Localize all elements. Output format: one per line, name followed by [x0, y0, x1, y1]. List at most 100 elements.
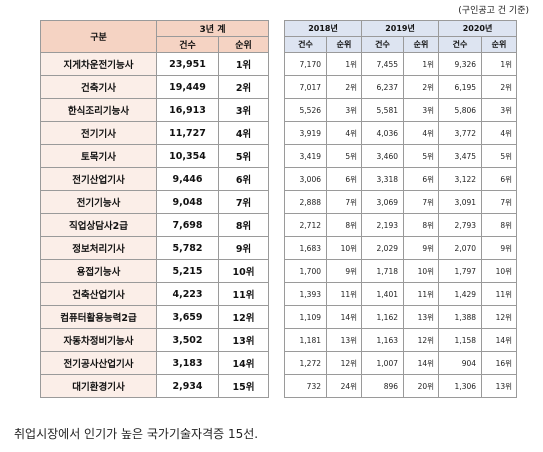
count-2018: 1,683 [284, 236, 327, 260]
table-row: 732 24위 896 20위 1,306 13위 [284, 374, 518, 398]
table-row: 용접기능사 5,215 10위 [40, 259, 269, 283]
count-2018: 1,700 [284, 259, 327, 283]
table-row: 5,526 3위 5,581 3위 5,806 3위 [284, 98, 518, 122]
rank-2019: 10위 [403, 259, 440, 283]
rank-2019: 8위 [403, 213, 440, 237]
count-2020: 3,122 [438, 167, 483, 191]
count-2019: 3,318 [361, 167, 405, 191]
total-rank: 7위 [218, 190, 269, 214]
count-2018: 2,712 [284, 213, 327, 237]
rank-header: 순위 [325, 36, 363, 53]
table-row: 한식조리기능사 16,913 3위 [40, 98, 269, 122]
rank-2019: 9위 [403, 236, 440, 260]
table-row: 2,712 8위 2,193 8위 2,793 8위 [284, 213, 518, 237]
total-count: 16,913 [156, 98, 219, 122]
count-2020: 3,475 [438, 144, 483, 168]
count-2020: 9,326 [438, 52, 483, 76]
certificate-name: 대기환경기사 [40, 374, 157, 398]
count-header: 건수 [284, 36, 327, 53]
three-year-total-header: 3년 계 [156, 20, 269, 37]
certificate-name: 전기기능사 [40, 190, 157, 214]
table-row: 7,170 1위 7,455 1위 9,326 1위 [284, 52, 518, 76]
table-row: 7,017 2위 6,237 2위 6,195 2위 [284, 75, 518, 99]
count-header: 건수 [438, 36, 483, 53]
count-2020: 1,306 [438, 374, 483, 398]
count-2020: 3,091 [438, 190, 483, 214]
total-rank: 4위 [218, 121, 269, 145]
certificate-name: 전기공사산업기사 [40, 351, 157, 375]
certificate-name: 전기기사 [40, 121, 157, 145]
total-rank: 14위 [218, 351, 269, 375]
rank-2020: 6위 [481, 167, 518, 191]
certificate-name: 자동차정비기능사 [40, 328, 157, 352]
total-count: 10,354 [156, 144, 219, 168]
count-2019: 5,581 [361, 98, 405, 122]
count-2019: 2,029 [361, 236, 405, 260]
total-count: 19,449 [156, 75, 219, 99]
rank-2020: 1위 [481, 52, 518, 76]
count-2018: 3,919 [284, 121, 327, 145]
caption: 취업시장에서 인기가 높은 국가기술자격증 15선. [14, 427, 259, 441]
table-row: 대기환경기사 2,934 15위 [40, 374, 269, 398]
table-row: 전기공사산업기사 3,183 14위 [40, 351, 269, 375]
total-rank: 8위 [218, 213, 269, 237]
table-row: 3,919 4위 4,036 4위 3,772 4위 [284, 121, 518, 145]
table-row: 건축기사 19,449 2위 [40, 75, 269, 99]
rank-2020: 2위 [481, 75, 518, 99]
rank-2018: 4위 [325, 121, 363, 145]
total-rank: 5위 [218, 144, 269, 168]
rank-2018: 24위 [325, 374, 363, 398]
rank-2018: 5위 [325, 144, 363, 168]
three-year-summary-table: 구분 3년 계 건수 순위 지게차운전기능사 23,951 1위 건축기사 19,449… [40, 20, 269, 398]
rank-2019: 12위 [403, 328, 440, 352]
yearly-breakdown-table: 2018년 2019년 2020년 건수 순위 건수 순위 건수 순위 7,17… [283, 20, 518, 398]
table-row: 1,700 9위 1,718 10위 1,797 10위 [284, 259, 518, 283]
certificate-name: 지게차운전기능사 [40, 52, 157, 76]
rank-2020: 14위 [481, 328, 518, 352]
certificate-name: 직업상담사2급 [40, 213, 157, 237]
table-row: 자동차정비기능사 3,502 13위 [40, 328, 269, 352]
rank-2019: 7위 [403, 190, 440, 214]
count-2019: 2,193 [361, 213, 405, 237]
count-2018: 1,109 [284, 305, 327, 329]
count-2020: 1,158 [438, 328, 483, 352]
count-2018: 7,170 [284, 52, 327, 76]
certificate-name: 컴퓨터활용능력2급 [40, 305, 157, 329]
count-2019: 1,007 [361, 351, 405, 375]
count-2019: 7,455 [361, 52, 405, 76]
total-count: 11,727 [156, 121, 219, 145]
rank-2020: 13위 [481, 374, 518, 398]
certificate-name: 한식조리기능사 [40, 98, 157, 122]
rank-2020: 5위 [481, 144, 518, 168]
rank-2019: 6위 [403, 167, 440, 191]
count-2018: 5,526 [284, 98, 327, 122]
rank-2020: 3위 [481, 98, 518, 122]
rank-2018: 1위 [325, 52, 363, 76]
year-2019-header: 2019년 [361, 20, 440, 37]
rank-2018: 13위 [325, 328, 363, 352]
total-count: 2,934 [156, 374, 219, 398]
count-2019: 896 [361, 374, 405, 398]
table-row: 전기기사 11,727 4위 [40, 121, 269, 145]
rank-2020: 16위 [481, 351, 518, 375]
total-count: 4,223 [156, 282, 219, 306]
count-2018: 7,017 [284, 75, 327, 99]
count-2020: 1,797 [438, 259, 483, 283]
count-2020: 2,793 [438, 213, 483, 237]
rank-2020: 10위 [481, 259, 518, 283]
table-row: 정보처리기사 5,782 9위 [40, 236, 269, 260]
rank-2018: 7위 [325, 190, 363, 214]
count-header: 건수 [361, 36, 405, 53]
count-2020: 6,195 [438, 75, 483, 99]
count-2020: 5,806 [438, 98, 483, 122]
total-rank: 6위 [218, 167, 269, 191]
rank-2018: 6위 [325, 167, 363, 191]
total-rank: 15위 [218, 374, 269, 398]
count-2019: 1,401 [361, 282, 405, 306]
unit-note: (구인공고 건 기준) [458, 6, 529, 16]
table-row: 토목기사 10,354 5위 [40, 144, 269, 168]
rank-2018: 2위 [325, 75, 363, 99]
table-row: 직업상담사2급 7,698 8위 [40, 213, 269, 237]
count-2018: 2,888 [284, 190, 327, 214]
rank-2019: 11위 [403, 282, 440, 306]
